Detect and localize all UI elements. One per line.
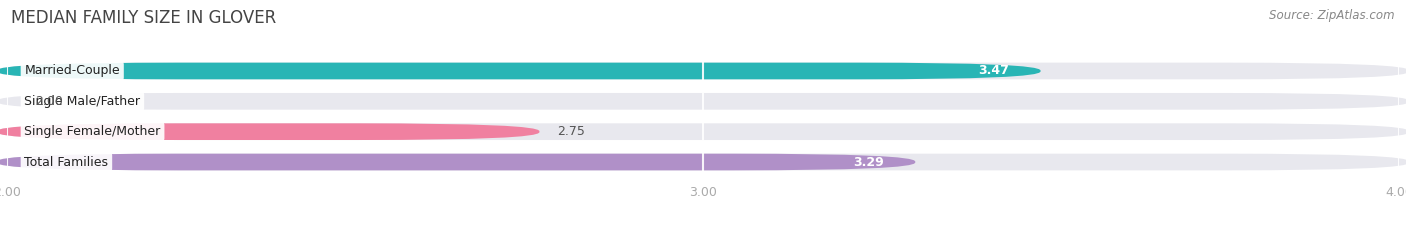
FancyBboxPatch shape (0, 63, 1040, 79)
Text: Single Female/Mother: Single Female/Mother (24, 125, 160, 138)
Text: Single Male/Father: Single Male/Father (24, 95, 141, 108)
FancyBboxPatch shape (0, 123, 1406, 140)
FancyBboxPatch shape (0, 123, 540, 140)
FancyBboxPatch shape (0, 63, 1406, 79)
Text: Source: ZipAtlas.com: Source: ZipAtlas.com (1270, 9, 1395, 22)
FancyBboxPatch shape (0, 154, 915, 170)
FancyBboxPatch shape (0, 93, 1406, 110)
Text: 2.75: 2.75 (557, 125, 585, 138)
Text: MEDIAN FAMILY SIZE IN GLOVER: MEDIAN FAMILY SIZE IN GLOVER (11, 9, 277, 27)
FancyBboxPatch shape (0, 154, 1406, 170)
Text: Married-Couple: Married-Couple (24, 65, 120, 78)
Text: Total Families: Total Families (24, 155, 108, 168)
Text: 3.47: 3.47 (979, 65, 1010, 78)
Text: 2.00: 2.00 (35, 95, 63, 108)
Text: 3.29: 3.29 (853, 155, 884, 168)
